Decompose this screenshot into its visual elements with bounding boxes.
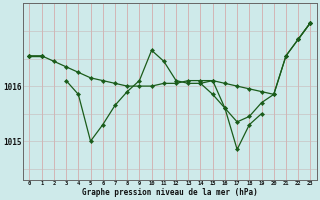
X-axis label: Graphe pression niveau de la mer (hPa): Graphe pression niveau de la mer (hPa) bbox=[82, 188, 258, 197]
